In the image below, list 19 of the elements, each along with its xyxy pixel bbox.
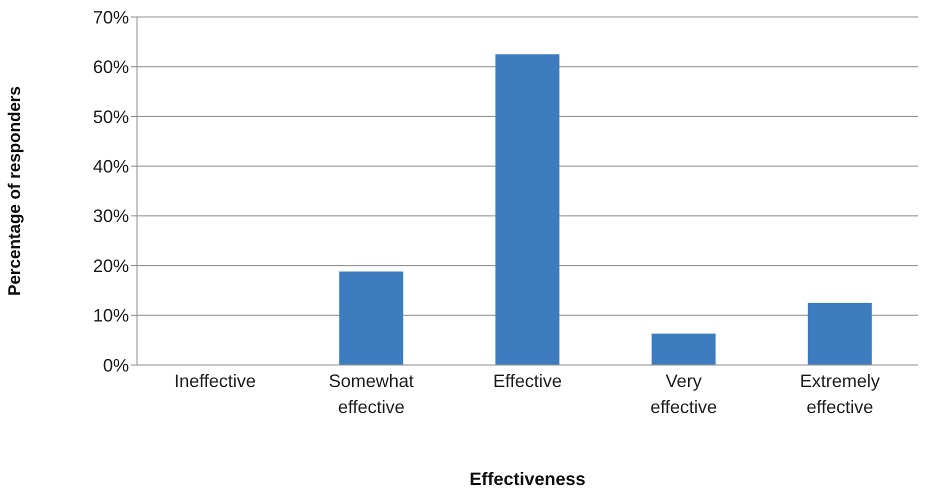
x-tick-label: Effective <box>493 371 562 391</box>
y-tick-label: 10% <box>92 306 129 326</box>
bar <box>808 302 872 365</box>
y-axis-title: Percentage of responders <box>5 86 24 296</box>
x-tick-label: Somewhat effective <box>328 371 414 417</box>
y-tick-label: 60% <box>92 57 129 78</box>
y-tick-label: 0% <box>102 355 129 376</box>
y-tick-label: 70% <box>92 7 129 28</box>
y-tick-label: 20% <box>92 256 129 276</box>
x-tick-label: Very effective <box>650 371 718 417</box>
y-tick-label: 30% <box>92 206 129 226</box>
bar <box>652 334 716 365</box>
y-tick-label: 40% <box>92 156 129 177</box>
y-tick-label: 50% <box>92 106 129 127</box>
x-tick-label: Ineffective <box>174 371 256 391</box>
bar <box>339 272 404 365</box>
x-axis-title: Effectiveness <box>469 469 586 489</box>
x-tick-label: Extremely effective <box>800 371 880 417</box>
bar <box>495 54 560 365</box>
